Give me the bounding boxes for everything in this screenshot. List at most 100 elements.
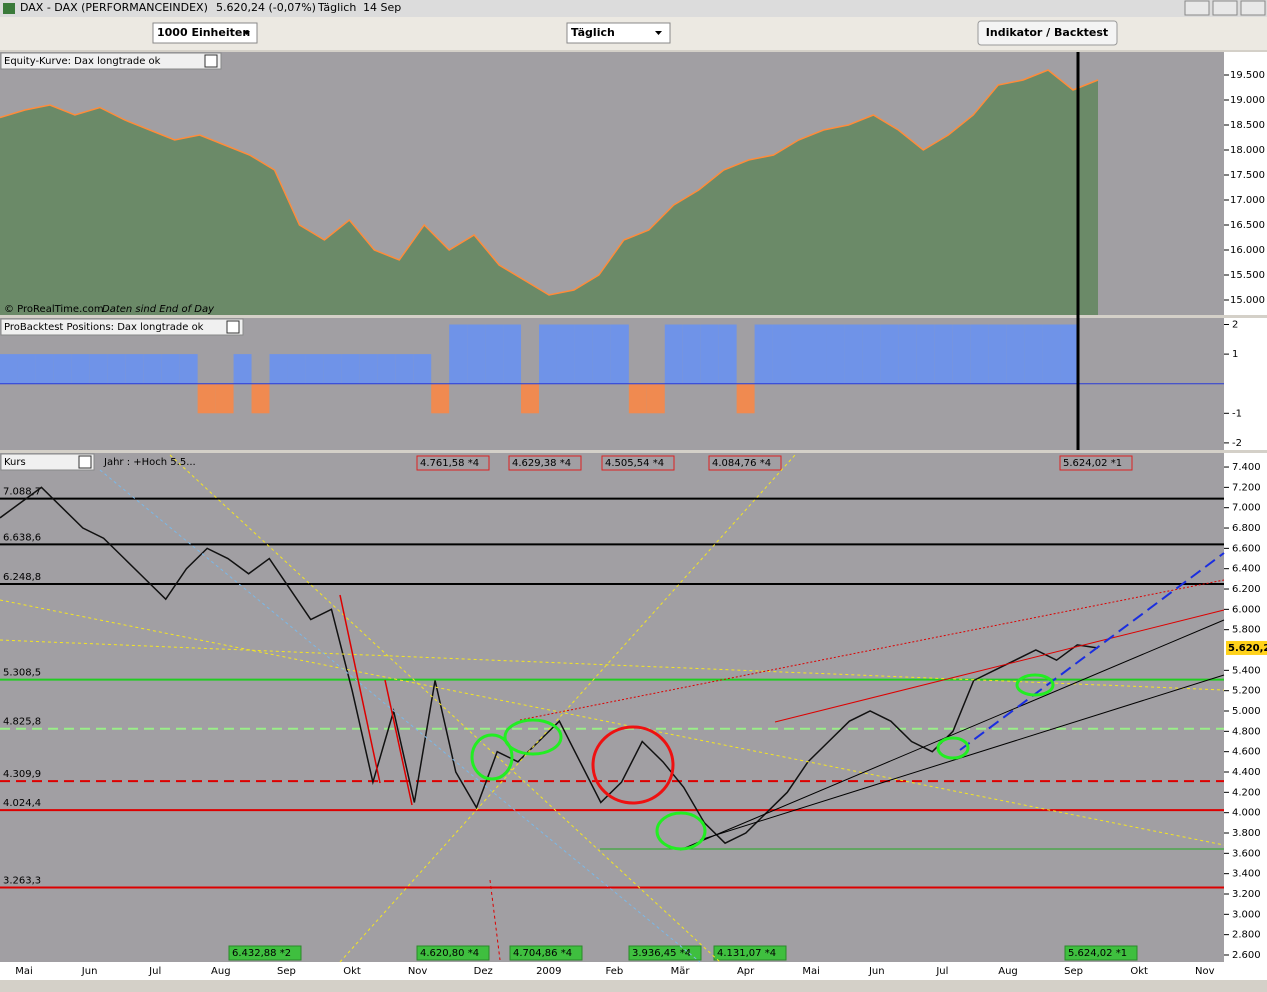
y-tick-label: 6.600 <box>1232 543 1261 554</box>
x-tick-label: Jun <box>868 966 885 977</box>
x-tick-label: Mär <box>671 966 691 977</box>
last-price-box <box>1226 640 1267 655</box>
position-bar <box>916 324 935 384</box>
arrow-line <box>339 594 381 784</box>
position-bar <box>988 324 1007 384</box>
position-bar <box>574 324 593 384</box>
x-tick-label: Jul <box>148 966 161 977</box>
interval-text: Täglich <box>571 26 615 39</box>
position-bar <box>898 324 917 384</box>
level-label: 5.308,5 <box>3 668 41 679</box>
note-label: 4.704,86 *4 <box>513 948 572 959</box>
fan-line <box>169 454 721 963</box>
x-tick-label: Aug <box>211 966 231 977</box>
units-select[interactable] <box>152 22 258 44</box>
dropdown-arrow <box>655 31 662 35</box>
highlight-circle <box>470 733 514 781</box>
note-box <box>416 945 490 961</box>
indicator-button[interactable] <box>977 20 1118 46</box>
price-plot <box>0 453 1224 962</box>
quote: 5.620,24 (-0,07%) <box>216 1 316 14</box>
x-tick-label: Apr <box>737 966 755 977</box>
position-bar <box>143 354 162 384</box>
arrow-line <box>384 679 413 806</box>
position-bar <box>485 324 504 384</box>
y-tick-label: 17.500 <box>1230 170 1265 181</box>
equity-axis <box>1224 52 1267 315</box>
app-icon <box>3 3 15 14</box>
y-tick-label: 3.600 <box>1232 848 1261 859</box>
interval-select[interactable] <box>566 22 671 44</box>
close-panel[interactable] <box>204 54 218 68</box>
y-tick-label: 17.000 <box>1230 195 1265 206</box>
position-bar <box>71 354 90 384</box>
status-bar <box>0 980 1267 992</box>
price-header <box>0 453 95 471</box>
y-tick-label: 15.500 <box>1230 270 1265 281</box>
level-label: 4.309,9 <box>3 769 41 780</box>
position-bar <box>628 383 647 414</box>
note-box <box>509 945 583 961</box>
chart-layers: 19.50019.00018.50018.00017.50017.00016.5… <box>0 69 1267 977</box>
note-box <box>708 455 782 471</box>
y-tick-label: 5.400 <box>1232 665 1261 676</box>
period: Täglich <box>317 1 356 14</box>
note-label: 4.084,76 *4 <box>712 458 771 469</box>
position-bar <box>718 324 737 384</box>
y-tick-label: 4.600 <box>1232 747 1261 758</box>
highlight-circle <box>503 718 563 756</box>
maximize-button[interactable] <box>1212 0 1238 16</box>
position-bar <box>323 354 342 384</box>
y-tick-label: 2.800 <box>1232 930 1261 941</box>
position-bar <box>269 354 288 384</box>
note-label: 3.936,45 *4 <box>632 948 691 959</box>
window-title: DAX - DAX (PERFORMANCEINDEX) <box>20 1 208 14</box>
x-tick-label: Dez <box>474 966 493 977</box>
position-bar <box>359 354 378 384</box>
y-tick-label: 6.200 <box>1232 584 1261 595</box>
projection-line <box>959 552 1225 751</box>
highlight-circle <box>655 811 707 851</box>
y-tick-label: 3.200 <box>1232 889 1261 900</box>
position-bar <box>89 354 108 384</box>
position-bar <box>556 324 575 384</box>
close-panel[interactable] <box>78 455 92 469</box>
position-bar <box>287 354 306 384</box>
minimize-button[interactable] <box>1184 0 1210 16</box>
close-button[interactable] <box>1240 0 1266 16</box>
drawings <box>0 454 1225 963</box>
level-label: 3.263,3 <box>3 876 41 887</box>
price-title: Kurs <box>4 457 26 468</box>
note-label: 5.624,02 *1 <box>1063 458 1122 469</box>
arrow-line <box>489 879 501 961</box>
note-box <box>508 455 582 471</box>
x-tick-label: Mai <box>15 966 33 977</box>
date: 14 Sep <box>363 1 401 14</box>
position-bar <box>17 354 36 384</box>
note-box <box>1059 455 1133 471</box>
time-axis <box>0 962 1267 980</box>
price-info: Jahr : +Hoch 5.5... <box>103 457 196 468</box>
y-tick-label: 16.000 <box>1230 245 1265 256</box>
position-bar <box>521 383 539 414</box>
trend-line <box>774 609 1225 723</box>
highlight-circle <box>936 736 970 760</box>
position-bar <box>682 324 701 384</box>
note-label: 4.131,07 *4 <box>717 948 776 959</box>
positions-axis <box>1224 318 1267 450</box>
position-bar <box>53 354 72 384</box>
x-tick-label: Feb <box>606 966 624 977</box>
last-price-label: 5.620,2 <box>1228 643 1267 654</box>
note-box <box>601 455 675 471</box>
close-panel[interactable] <box>226 320 240 334</box>
position-bar <box>233 354 252 384</box>
equity-footer: © ProRealTime.com <box>4 304 104 315</box>
note-label: 4.629,38 *4 <box>512 458 571 469</box>
y-tick-label: 1 <box>1232 349 1238 360</box>
position-bar <box>844 324 863 384</box>
equity-area <box>0 70 1098 315</box>
level-label: 4.825,8 <box>3 717 41 728</box>
position-bar <box>880 324 899 384</box>
x-tick-label: Okt <box>1130 966 1148 977</box>
